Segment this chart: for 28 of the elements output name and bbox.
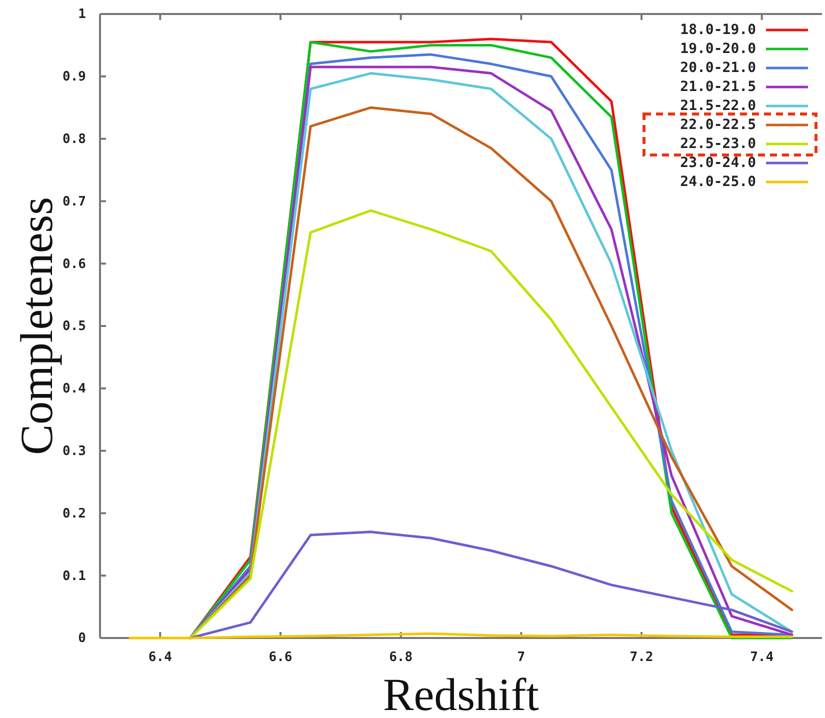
y-tick-label: 0.1 [62,568,86,584]
legend-label: 22.0-22.5 [680,116,756,133]
y-tick-label: 0.5 [62,319,86,334]
y-tick-label: 0.4 [62,382,86,397]
legend-label: 22.5-23.0 [680,136,756,152]
x-tick-label: 7 [517,650,526,666]
y-axis-title: Completeness [11,196,62,456]
y-tick-label: 0.8 [62,132,86,147]
y-tick-label: 0.2 [62,506,86,522]
legend-label: 18.0-19.0 [680,22,756,38]
y-tick-label: 0.7 [62,194,86,210]
x-tick-label: 7.2 [630,650,654,666]
legend-label: 19.0-20.0 [680,40,756,57]
legend-label: 21.0-21.5 [680,78,756,95]
x-tick-label: 6.4 [148,650,172,666]
y-tick-label: 0.6 [62,256,86,272]
legend-label: 23.0-24.0 [680,154,756,171]
legend-label: 21.5-22.0 [680,98,756,114]
y-tick-label: 0.9 [62,70,86,85]
legend-label: 24.0-25.0 [680,174,756,190]
x-tick-label: 6.8 [389,650,413,666]
legend-label: 20.0-21.0 [680,60,756,76]
y-tick-label: 0.3 [62,444,86,459]
y-tick-label: 0 [78,631,86,646]
y-tick-label: 1 [78,7,86,22]
x-axis-title: Redshift [383,669,540,718]
x-tick-label: 7.4 [750,650,774,666]
x-tick-label: 6.6 [268,650,292,666]
